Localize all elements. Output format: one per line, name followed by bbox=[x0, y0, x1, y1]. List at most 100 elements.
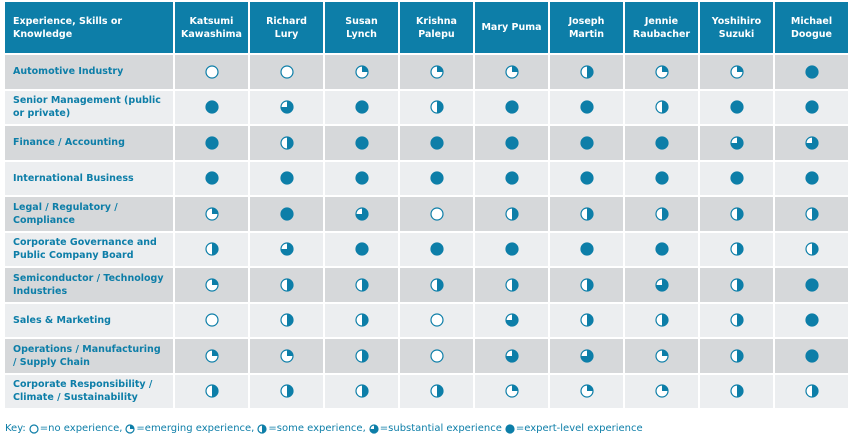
harvey-ball bbox=[729, 207, 744, 221]
harvey-ball bbox=[204, 384, 219, 398]
harvey-ball bbox=[729, 278, 744, 292]
cell bbox=[700, 339, 775, 375]
cell bbox=[775, 339, 850, 375]
cell bbox=[550, 161, 625, 197]
cell bbox=[400, 268, 475, 304]
harvey-ball bbox=[279, 171, 294, 185]
cell bbox=[400, 126, 475, 162]
cell bbox=[400, 303, 475, 339]
harvey-ball bbox=[579, 242, 594, 256]
harvey-ball bbox=[804, 242, 819, 256]
cell bbox=[550, 268, 625, 304]
harvey-ball bbox=[354, 384, 369, 398]
harvey-ball bbox=[204, 313, 219, 327]
harvey-ball bbox=[579, 349, 594, 363]
cell bbox=[250, 339, 325, 375]
cell bbox=[550, 232, 625, 268]
harvey-ball bbox=[204, 242, 219, 256]
cell bbox=[250, 197, 325, 233]
cell bbox=[475, 303, 550, 339]
cell bbox=[700, 232, 775, 268]
cell bbox=[250, 268, 325, 304]
cell bbox=[775, 90, 850, 126]
cell bbox=[475, 126, 550, 162]
harvey-ball bbox=[504, 171, 519, 185]
row-label: Semiconductor / Technology Industries bbox=[5, 268, 175, 304]
cell bbox=[475, 197, 550, 233]
harvey-ball bbox=[354, 100, 369, 114]
harvey-ball bbox=[354, 207, 369, 221]
harvey-ball bbox=[504, 384, 519, 398]
header-cell: Joseph Martin bbox=[550, 2, 625, 55]
cell bbox=[700, 55, 775, 91]
row-label: International Business bbox=[5, 161, 175, 197]
harvey-ball bbox=[729, 136, 744, 150]
cell bbox=[550, 374, 625, 410]
header-cell: Richard Lury bbox=[250, 2, 325, 55]
cell bbox=[475, 90, 550, 126]
cell bbox=[175, 268, 250, 304]
harvey-ball bbox=[654, 171, 669, 185]
cell bbox=[475, 232, 550, 268]
harvey-ball bbox=[804, 313, 819, 327]
cell bbox=[250, 55, 325, 91]
harvey-ball bbox=[504, 349, 519, 363]
skills-matrix: Experience, Skills or Knowledge Katsumi K… bbox=[5, 2, 850, 410]
harvey-ball bbox=[804, 349, 819, 363]
harvey-ball bbox=[504, 100, 519, 114]
harvey-ball bbox=[729, 242, 744, 256]
harvey-ball bbox=[354, 65, 369, 79]
cell bbox=[175, 90, 250, 126]
cell bbox=[325, 161, 400, 197]
cell bbox=[250, 232, 325, 268]
harvey-ball bbox=[204, 100, 219, 114]
cell bbox=[325, 339, 400, 375]
cell bbox=[625, 90, 700, 126]
cell bbox=[775, 197, 850, 233]
harvey-ball bbox=[804, 384, 819, 398]
header-cell: Katsumi Kawashima bbox=[175, 2, 250, 55]
cell bbox=[475, 55, 550, 91]
cell bbox=[250, 303, 325, 339]
key-label: =expert-level experience bbox=[515, 423, 643, 434]
cell bbox=[325, 268, 400, 304]
cell bbox=[700, 374, 775, 410]
harvey-ball bbox=[579, 136, 594, 150]
cell bbox=[625, 161, 700, 197]
harvey-ball bbox=[429, 349, 444, 363]
cell bbox=[775, 161, 850, 197]
cell bbox=[325, 197, 400, 233]
harvey-ball bbox=[279, 384, 294, 398]
harvey-ball bbox=[257, 423, 267, 434]
cell bbox=[550, 339, 625, 375]
harvey-ball bbox=[354, 171, 369, 185]
cell bbox=[775, 268, 850, 304]
harvey-ball bbox=[504, 242, 519, 256]
cell bbox=[250, 126, 325, 162]
cell bbox=[400, 55, 475, 91]
harvey-ball bbox=[729, 171, 744, 185]
cell bbox=[175, 303, 250, 339]
cell bbox=[625, 232, 700, 268]
cell bbox=[175, 126, 250, 162]
row-label: Corporate Responsibility / Climate / Sus… bbox=[5, 374, 175, 410]
harvey-ball bbox=[654, 100, 669, 114]
harvey-ball bbox=[204, 349, 219, 363]
key-label: =substantial experience bbox=[379, 423, 502, 434]
cell bbox=[475, 161, 550, 197]
harvey-ball bbox=[504, 65, 519, 79]
row-label: Corporate Governance and Public Company … bbox=[5, 232, 175, 268]
cell bbox=[625, 303, 700, 339]
header-cell: Mary Puma bbox=[475, 2, 550, 55]
cell bbox=[250, 161, 325, 197]
header-cell: Experience, Skills or Knowledge bbox=[5, 2, 175, 55]
harvey-ball bbox=[429, 207, 444, 221]
cell bbox=[775, 126, 850, 162]
harvey-ball bbox=[504, 207, 519, 221]
harvey-ball bbox=[279, 278, 294, 292]
harvey-ball bbox=[279, 242, 294, 256]
harvey-ball bbox=[729, 313, 744, 327]
harvey-ball bbox=[354, 313, 369, 327]
harvey-ball bbox=[729, 349, 744, 363]
